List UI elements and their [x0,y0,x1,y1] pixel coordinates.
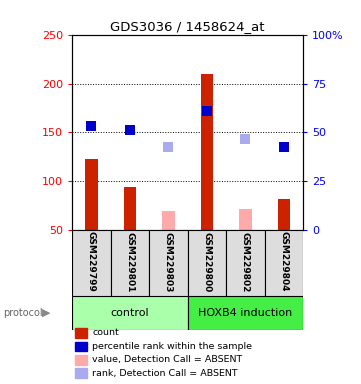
Bar [226,230,265,296]
Text: GSM229804: GSM229804 [279,232,288,292]
Bar [188,296,303,330]
Bar [278,199,290,230]
Point [127,126,133,132]
Bar [72,230,111,296]
Bar [75,341,87,351]
Text: GSM229801: GSM229801 [126,232,134,292]
Bar [75,368,87,378]
Text: GSM229802: GSM229802 [241,232,250,292]
Text: GSM229800: GSM229800 [203,232,212,292]
Point [88,122,94,129]
Bar [188,230,226,296]
Bar [265,230,303,296]
Text: rank, Detection Call = ABSENT: rank, Detection Call = ABSENT [92,369,238,378]
Text: ▶: ▶ [42,308,50,318]
Point [166,144,171,150]
Text: GSM229799: GSM229799 [87,231,96,292]
Bar [75,355,87,365]
Text: value, Detection Call = ABSENT: value, Detection Call = ABSENT [92,355,243,364]
Point [281,144,287,150]
Text: percentile rank within the sample: percentile rank within the sample [92,342,252,351]
Text: GSM229803: GSM229803 [164,232,173,292]
Bar [149,230,188,296]
Title: GDS3036 / 1458624_at: GDS3036 / 1458624_at [110,20,265,33]
Text: protocol: protocol [4,308,43,318]
Point [243,136,248,142]
Text: count: count [92,328,119,338]
Bar [239,209,252,230]
Bar [75,328,87,338]
Text: control: control [111,308,149,318]
Bar [124,187,136,230]
Bar [201,74,213,230]
Bar [162,211,175,230]
Bar [111,230,149,296]
Point [204,108,210,114]
Bar [72,296,188,330]
Text: HOXB4 induction: HOXB4 induction [198,308,293,318]
Bar [85,159,97,230]
